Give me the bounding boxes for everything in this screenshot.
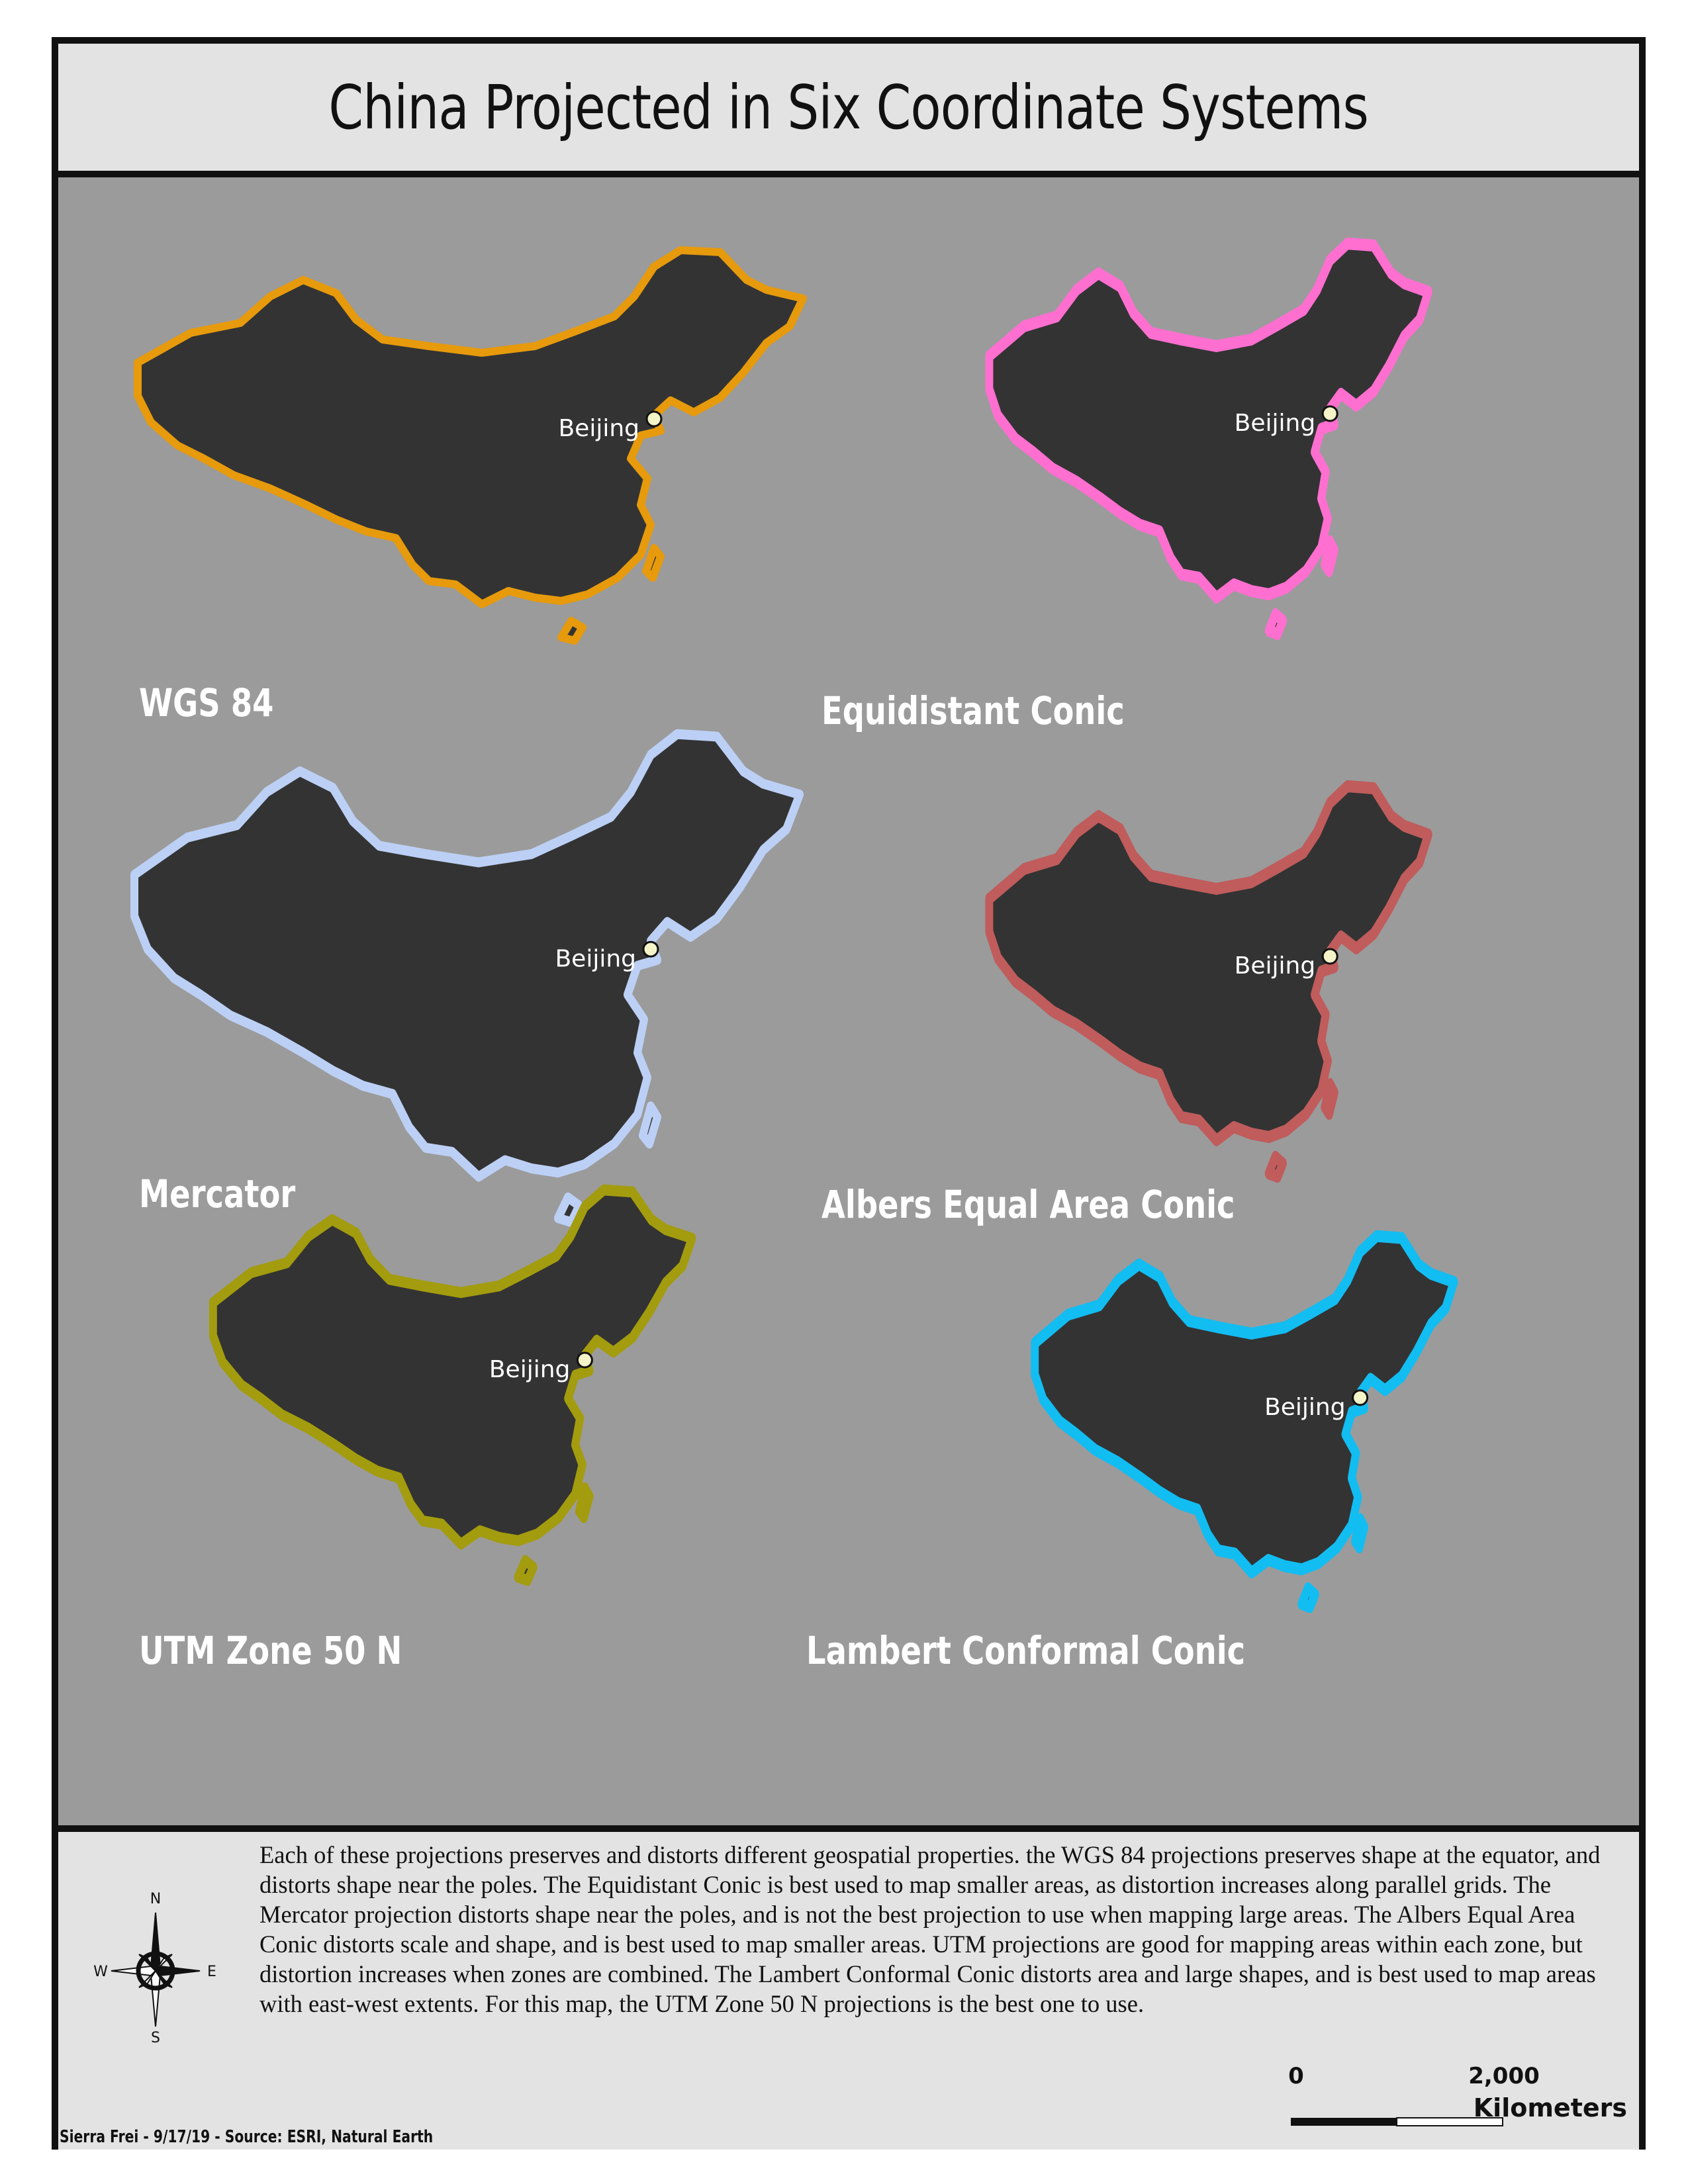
beijing-label-utm: Beijing: [489, 1356, 571, 1383]
beijing-point-mercator: [642, 940, 659, 958]
compass-w: W: [93, 1964, 108, 1980]
beijing-point-equidistant-conic: [1321, 405, 1338, 422]
label-mercator: Mercator: [139, 1171, 296, 1216]
label-equidistant-conic: Equidistant Conic: [821, 688, 1125, 733]
china-outline-wgs84: [138, 250, 803, 641]
beijing-label-wgs84: Beijing: [558, 415, 639, 442]
map-title: China Projected in Six Coordinate System…: [328, 71, 1369, 143]
beijing-label-mercator: Beijing: [555, 945, 636, 972]
china-outline-utm: [213, 1190, 692, 1580]
legend-panel: Each of these projections preserves and …: [58, 1825, 1639, 2150]
projection-maps: Beijing Beijing Beijing Beijing Beijing Beiji…: [58, 177, 1639, 1825]
scale-start-label: 0: [1288, 2064, 1304, 2089]
credit-line: Sierra Frei - 9/17/19 - Source: ESRI, Na…: [60, 2127, 434, 2147]
beijing-point-lambert: [1352, 1389, 1369, 1406]
china-outline-equidistant-conic: [989, 244, 1428, 634]
compass-e: E: [207, 1964, 216, 1980]
china-outline-albers: [989, 786, 1428, 1177]
title-bar: China Projected in Six Coordinate System…: [58, 44, 1639, 177]
projection-description: Each of these projections preserves and …: [259, 1841, 1601, 2017]
beijing-label-albers: Beijing: [1235, 952, 1316, 979]
label-wgs84: WGS 84: [139, 680, 274, 725]
beijing-point-wgs84: [645, 410, 663, 428]
label-utm: UTM Zone 50 N: [139, 1628, 402, 1673]
scale-end-label: 2,000: [1468, 2064, 1540, 2089]
beijing-label-lambert: Beijing: [1264, 1394, 1346, 1421]
beijing-point-utm: [576, 1351, 593, 1369]
label-albers: Albers Equal Area Conic: [821, 1182, 1235, 1227]
beijing-label-equidistant-conic: Beijing: [1235, 410, 1316, 437]
scale-bar: 0 2,000 Kilometers: [1288, 2064, 1627, 2126]
compass-rose-icon: N S W E: [93, 1891, 216, 2044]
beijing-point-albers: [1321, 948, 1338, 965]
china-outline-lambert: [1035, 1236, 1454, 1608]
map-frame: China Projected in Six Coordinate System…: [52, 37, 1646, 2150]
compass-s: S: [151, 2030, 160, 2044]
map-area: Beijing Beijing Beijing Beijing Beijing Beiji…: [58, 177, 1639, 1825]
label-lambert: Lambert Conformal Conic: [806, 1628, 1246, 1673]
compass-n: N: [150, 1891, 161, 1907]
china-outline-mercator: [134, 734, 800, 1222]
